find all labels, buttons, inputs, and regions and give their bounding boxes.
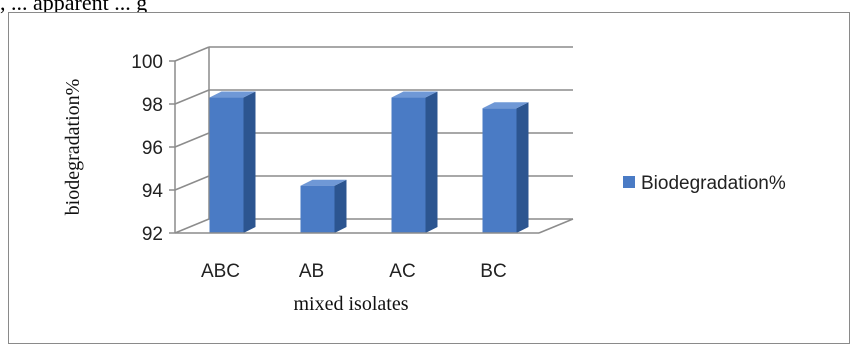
bar-series xyxy=(209,91,529,233)
clipped-header-text: , ... apparent ... g xyxy=(0,0,148,14)
bar-top xyxy=(209,91,256,98)
y-tick-label: 98 xyxy=(142,95,163,116)
gridline-diagonal xyxy=(174,218,210,234)
bar xyxy=(300,185,335,233)
bar-side xyxy=(516,102,529,233)
bar-side xyxy=(425,91,438,233)
gridline-diagonal xyxy=(174,46,210,62)
bar-top xyxy=(300,179,347,186)
axes: 92 94 96 98 100 ABC AB AC BC xyxy=(131,52,574,282)
y-axis-title: biodegradation% xyxy=(62,79,84,216)
y-tick-label: 94 xyxy=(142,181,164,202)
gridline-diagonal xyxy=(174,132,210,148)
floor-right-edge xyxy=(538,218,574,234)
y-tick-label: 100 xyxy=(131,52,163,73)
legend: Biodegradation% xyxy=(623,173,786,194)
legend-marker xyxy=(623,176,635,188)
x-axis-title: mixed isolates xyxy=(294,293,409,315)
bar xyxy=(209,97,244,233)
x-tick-label: BC xyxy=(480,261,506,282)
gridline-diagonal xyxy=(174,175,210,191)
y-tick-label: 92 xyxy=(142,224,163,245)
x-tick-label: AC xyxy=(389,261,415,282)
chart-area: 92 94 96 98 100 ABC AB AC BC biodegradation% mix… xyxy=(8,12,850,344)
bar-side xyxy=(334,179,347,233)
x-tick-label: AB xyxy=(299,261,324,282)
gridline-diagonal xyxy=(174,89,210,105)
y-tick-label: 96 xyxy=(142,138,163,159)
bar-top xyxy=(482,102,529,109)
x-tick-label: ABC xyxy=(201,261,240,282)
bar-top xyxy=(391,91,438,98)
bar-side xyxy=(243,91,256,233)
bar-chart: 92 94 96 98 100 ABC AB AC BC biodegradation% mix… xyxy=(62,46,786,315)
legend-label: Biodegradation% xyxy=(641,173,786,194)
bar xyxy=(391,97,426,233)
bar xyxy=(482,108,517,233)
